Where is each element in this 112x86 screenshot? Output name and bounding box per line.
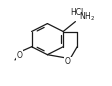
Text: O: O xyxy=(16,51,22,60)
Text: HCl: HCl xyxy=(70,8,83,17)
Text: NH$_2$: NH$_2$ xyxy=(78,11,94,23)
Text: O: O xyxy=(65,57,70,66)
